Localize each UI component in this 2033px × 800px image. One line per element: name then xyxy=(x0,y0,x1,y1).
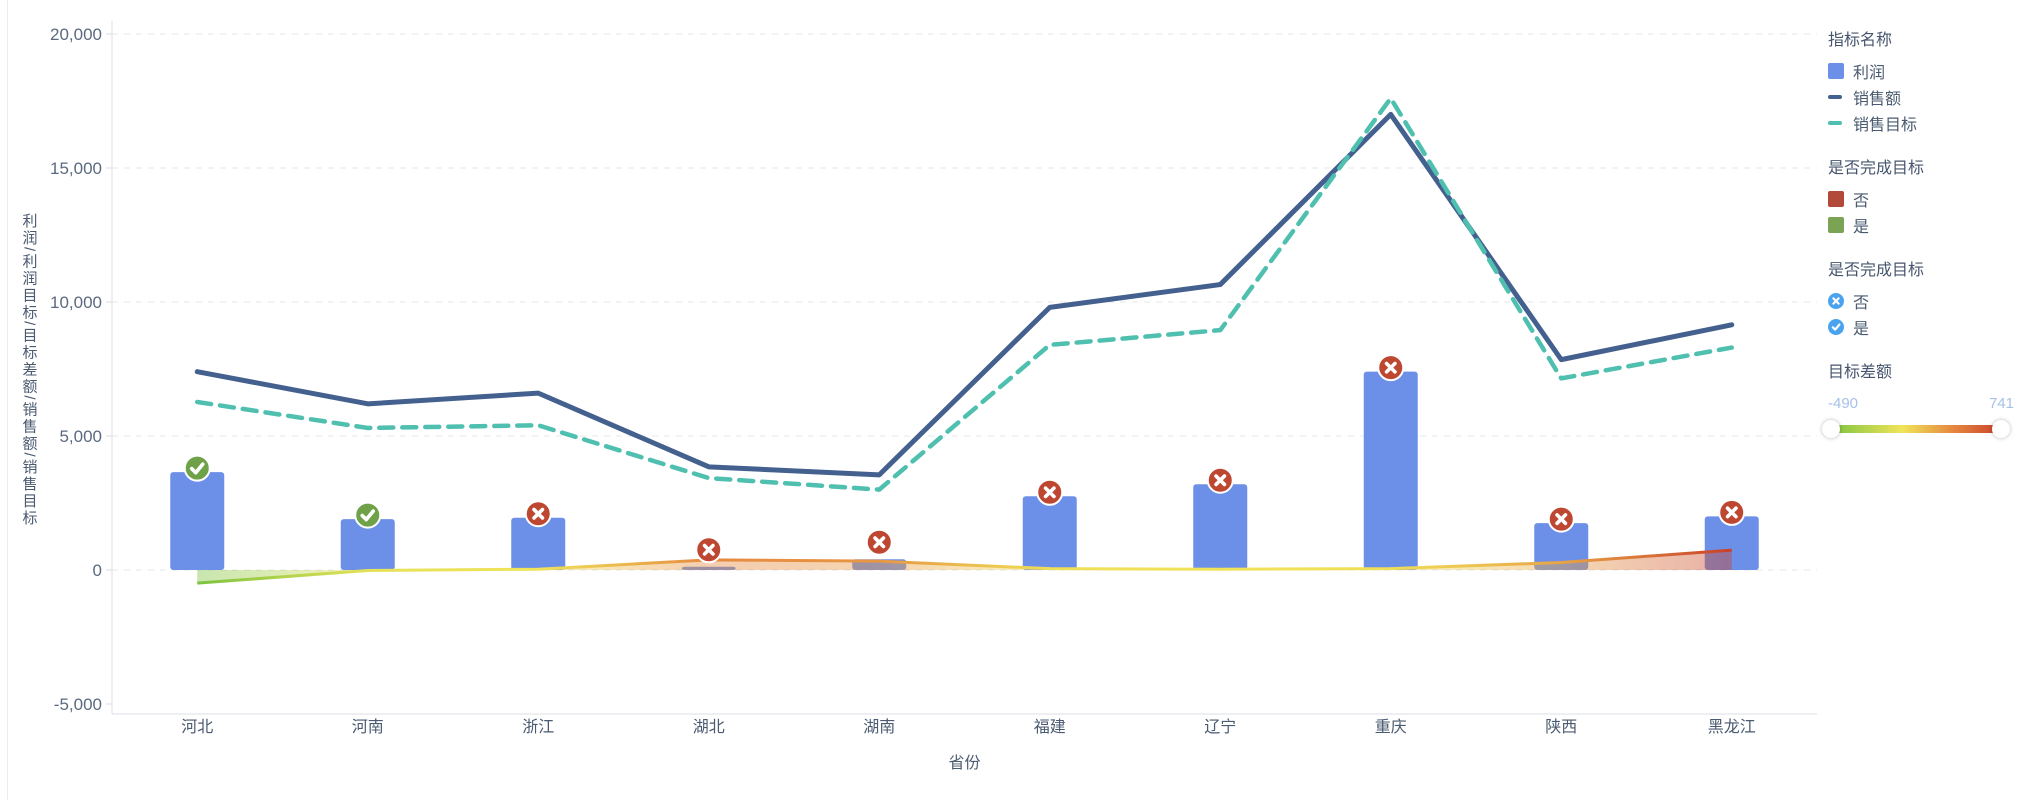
x-badge-icon[interactable] xyxy=(1206,466,1234,494)
check-circle-icon xyxy=(1828,319,1844,335)
legend-item-label: 是 xyxy=(1853,219,1870,236)
y-tick-label: -5,000 xyxy=(54,695,102,714)
x-tick-label-重庆: 重庆 xyxy=(1375,718,1407,736)
x-badge-icon[interactable] xyxy=(865,528,893,556)
legend-item-label: 否 xyxy=(1853,193,1870,210)
x-badge-icon[interactable] xyxy=(524,500,552,528)
legend-group-1: 是否完成目标否是 xyxy=(1828,154,2014,236)
x-tick-label-黑龙江: 黑龙江 xyxy=(1708,718,1756,736)
check-badge-icon[interactable] xyxy=(183,454,211,482)
x-circle-icon xyxy=(1828,293,1844,309)
legend-item-label: 否 xyxy=(1853,295,1870,312)
legend-swatch-dash xyxy=(1828,115,1844,131)
x-badge-icon[interactable] xyxy=(695,536,723,564)
x-badge-icon[interactable] xyxy=(1547,505,1575,533)
gradient-min-label: -490 xyxy=(1828,395,1859,412)
x-tick-label-辽宁: 辽宁 xyxy=(1204,718,1236,736)
check-badge-icon[interactable] xyxy=(354,501,382,529)
legend-group-title: 指标名称 xyxy=(1828,32,1893,49)
legend-item-是[interactable]: 是 xyxy=(1828,217,2014,236)
bar-profit-河北[interactable] xyxy=(170,472,225,570)
legend-item-label: 销售目标 xyxy=(1853,117,1918,134)
legend-swatch-square xyxy=(1828,63,1844,79)
x-tick-label-河南: 河南 xyxy=(352,718,384,736)
y-tick-label: 0 xyxy=(93,561,102,580)
x-badge-icon[interactable] xyxy=(1377,354,1405,382)
bar-profit-河南[interactable] xyxy=(340,519,395,570)
legend-item-否[interactable]: 否 xyxy=(1828,293,2014,312)
legend-item-label: 利润 xyxy=(1853,65,1886,82)
legend-group-2: 是否完成目标否是 xyxy=(1828,256,2014,338)
y-tick-label: 20,000 xyxy=(50,25,102,44)
gradient-handle-min[interactable] xyxy=(1822,420,1840,438)
panel-left-divider xyxy=(7,0,8,800)
x-tick-label-湖南: 湖南 xyxy=(863,718,895,736)
x-tick-label-河北: 河北 xyxy=(181,718,213,736)
x-tick-label-福建: 福建 xyxy=(1034,718,1066,736)
legend-item-销售目标[interactable]: 销售目标 xyxy=(1828,115,2014,134)
bar-profit-辽宁[interactable] xyxy=(1193,484,1248,570)
legend-item-label: 是 xyxy=(1853,321,1870,338)
target-gap-gradient-bar xyxy=(1830,425,2002,433)
legend-group-3: 目标差额 -490 741 xyxy=(1822,358,2014,438)
legend-group-title: 目标差额 xyxy=(1828,364,1893,381)
x-tick-label-陕西: 陕西 xyxy=(1545,718,1577,736)
y-tick-label: 15,000 xyxy=(50,159,102,178)
gradient-handle-max[interactable] xyxy=(1992,420,2010,438)
x-tick-label-湖北: 湖北 xyxy=(693,718,725,736)
legend-swatch-square xyxy=(1828,191,1844,207)
legend-item-否[interactable]: 否 xyxy=(1828,191,2014,210)
legend-item-利润[interactable]: 利润 xyxy=(1828,63,2014,82)
legend-item-销售额[interactable]: 销售额 xyxy=(1828,89,2014,108)
x-axis-title: 省份 xyxy=(948,754,980,772)
legend-group-title: 是否完成目标 xyxy=(1828,160,1925,177)
legend-group-title: 是否完成目标 xyxy=(1828,262,1925,279)
legend-swatch-dash xyxy=(1828,89,1844,105)
x-badge-icon[interactable] xyxy=(1718,498,1746,526)
x-badge-icon[interactable] xyxy=(1036,478,1064,506)
legend-item-是[interactable]: 是 xyxy=(1828,319,2014,338)
bar-profit-陕西[interactable] xyxy=(1534,523,1589,570)
y-tick-label: 10,000 xyxy=(50,293,102,312)
bar-profit-浙江[interactable] xyxy=(511,517,566,570)
legend-swatch-square xyxy=(1828,217,1844,233)
line-sales[interactable] xyxy=(194,111,1735,478)
area-target-gap-line xyxy=(197,548,1732,585)
gradient-max-label: 741 xyxy=(1988,395,2014,412)
legend-item-label: 销售额 xyxy=(1853,91,1902,108)
bar-profit-重庆[interactable] xyxy=(1363,371,1418,570)
y-tick-label: 5,000 xyxy=(59,427,102,446)
y-axis-title: 利润/利润目标/目标差额/销售额/销售目标 xyxy=(20,213,38,527)
chart-legend: 指标名称 利润 销售额 销售目标 是否完成目标否是是否完成目标否是目标差额 -490 741 xyxy=(1822,26,2014,461)
line-sales-target[interactable] xyxy=(195,96,1734,492)
bar-profit-福建[interactable] xyxy=(1022,496,1077,570)
area-target-gap[interactable] xyxy=(197,550,1732,584)
legend-group-0: 指标名称利润销售额销售目标 xyxy=(1828,26,2014,134)
x-tick-label-浙江: 浙江 xyxy=(522,718,554,736)
